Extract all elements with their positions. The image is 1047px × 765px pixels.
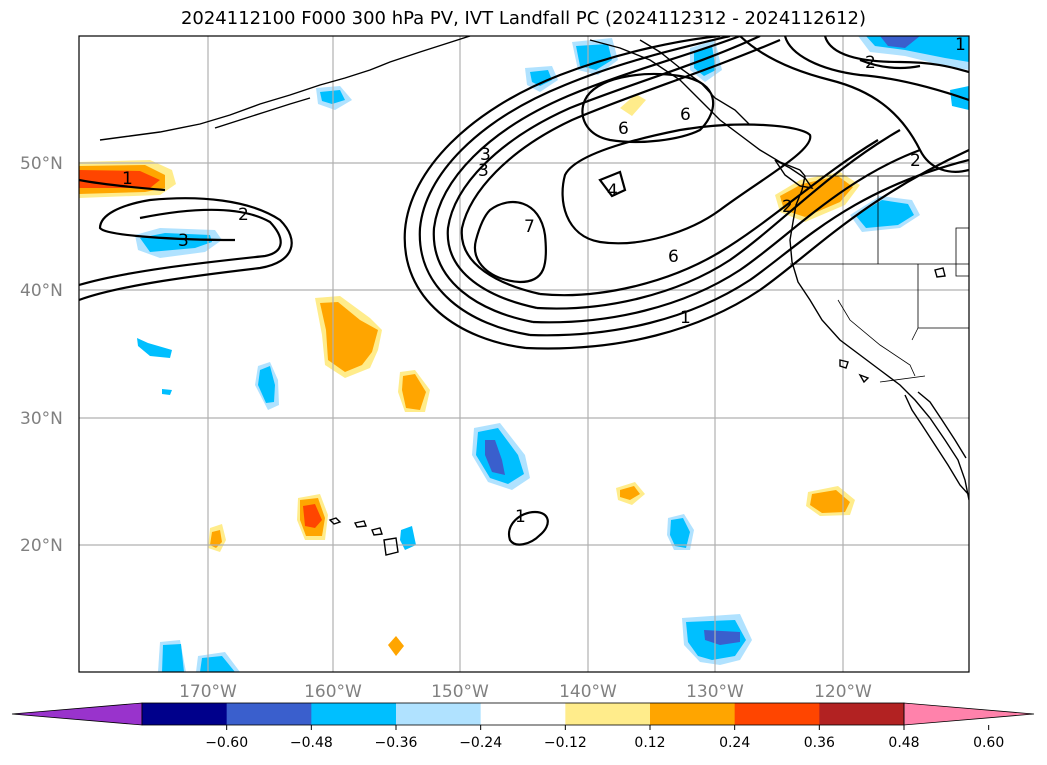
lat-axis-labels: 50°N 40°N 30°N 20°N xyxy=(20,154,63,556)
contour-label: 7 xyxy=(524,217,535,237)
colorbar-tick-label: −0.60 xyxy=(205,735,248,751)
contour-label: 6 xyxy=(618,119,629,139)
colorbar-tick-label: 0.36 xyxy=(804,735,835,751)
contour-label: 1 xyxy=(955,35,966,55)
colorbar-tick-label: −0.12 xyxy=(544,735,587,751)
contour-label: 2 xyxy=(238,205,249,225)
lon-axis-labels: 170°W 160°W 150°W 140°W 130°W 120°W xyxy=(179,682,872,702)
colorbar-tick-label: 0.48 xyxy=(888,735,919,751)
contour-label: 3 xyxy=(480,145,491,165)
lon-label-120w: 120°W xyxy=(814,682,872,702)
contour-label: 4 xyxy=(607,181,618,201)
map-area: 1 2 3 3 3 6 4 7 6 1 6 2 1 2 1 2 xyxy=(79,35,969,672)
colorbar-segment xyxy=(142,703,228,725)
colorbar: −0.60 −0.48 −0.36 −0.24 −0.12 0.12 0.24 0.36 0.4… xyxy=(11,702,1035,751)
colorbar-segment xyxy=(311,703,397,725)
colorbar-segment xyxy=(396,703,482,725)
colorbar-tick-label: −0.24 xyxy=(459,735,502,751)
colorbar-segment xyxy=(226,703,312,725)
lon-label-160w: 160°W xyxy=(304,682,362,702)
lat-label-30n: 30°N xyxy=(20,409,63,429)
contour-label: 6 xyxy=(680,105,691,125)
contour-label: 2 xyxy=(910,151,921,171)
colorbar-tick-label: 0.60 xyxy=(973,735,1004,751)
colorbar-tick-label: −0.36 xyxy=(375,735,418,751)
colorbar-segment xyxy=(734,703,820,725)
lon-label-140w: 140°W xyxy=(559,682,617,702)
lat-label-20n: 20°N xyxy=(20,536,63,556)
colorbar-tick-label: 0.12 xyxy=(634,735,665,751)
colorbar-segment xyxy=(480,703,566,725)
colorbar-tick-label: −0.48 xyxy=(290,735,333,751)
contour-label: 1 xyxy=(680,308,691,328)
lat-label-40n: 40°N xyxy=(20,281,63,301)
colorbar-segment xyxy=(565,703,651,725)
colorbar-outline xyxy=(141,702,905,726)
lon-label-170w: 170°W xyxy=(179,682,237,702)
contour-labels: 1 2 3 3 3 6 4 7 6 1 6 2 1 2 1 2 xyxy=(122,35,966,527)
contour-label: 3 xyxy=(478,161,489,181)
colorbar-extend-max xyxy=(903,702,1035,726)
lon-label-150w: 150°W xyxy=(431,682,489,702)
contour-label: 3 xyxy=(178,231,189,251)
contour-label: 2 xyxy=(865,53,876,73)
colorbar-segment xyxy=(819,703,905,725)
contour-label: 6 xyxy=(668,247,679,267)
contour-label: 2 xyxy=(782,197,793,217)
map-frame xyxy=(78,35,970,673)
colorbar-tick-label: 0.24 xyxy=(719,735,750,751)
lon-label-130w: 130°W xyxy=(686,682,744,702)
contour-label: 1 xyxy=(122,169,133,189)
colorbar-segment xyxy=(650,703,736,725)
ivt-contours xyxy=(79,36,969,546)
map-title: 2024112100 F000 300 hPa PV, IVT Landfall… xyxy=(180,8,867,29)
contour-label: 1 xyxy=(515,507,526,527)
colorbar-extend-min xyxy=(11,702,143,726)
lat-label-50n: 50°N xyxy=(20,154,63,174)
